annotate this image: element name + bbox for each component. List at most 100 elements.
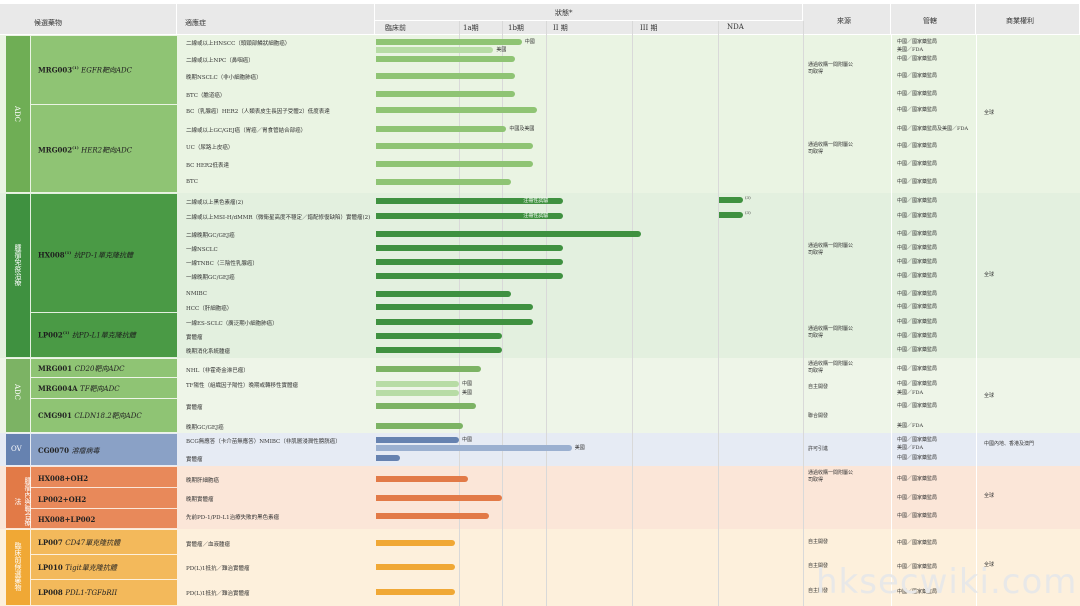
jurisdiction-label: 中國／國家藥監局 bbox=[897, 589, 938, 595]
source-lp002: 通過收購一間附屬公司取得 bbox=[808, 326, 854, 339]
category-adc-2: ADC bbox=[6, 359, 30, 432]
indication-label: 二線或以上GC/GEJ癌（胃癌／胃食管結合部癌） bbox=[186, 128, 307, 134]
phase-bar-label: 中國 bbox=[462, 381, 473, 387]
grid-1a bbox=[459, 21, 460, 606]
phase-preclinical: 臨床前 bbox=[385, 24, 406, 32]
nda-bar-1 bbox=[719, 197, 743, 203]
jurisdiction-label: 中國／國家藥監局 bbox=[897, 273, 938, 279]
drug-name-hx008: HX008(1) 抗PD-1單克隆抗體 bbox=[38, 250, 133, 260]
nda-bar-2 bbox=[719, 212, 743, 218]
phase-bar bbox=[376, 319, 533, 325]
band-adc2 bbox=[0, 358, 1080, 433]
category-combo: 腫瘤內與聯合療法 bbox=[6, 467, 32, 528]
phase-1a: 1a期 bbox=[463, 24, 479, 32]
indication-label: NMIBC bbox=[186, 291, 207, 297]
drug-cell-mrg002 bbox=[31, 105, 177, 192]
drug-cell-lp007 bbox=[31, 530, 177, 554]
phase-bar bbox=[376, 73, 516, 79]
phase-bar-label: 美國 bbox=[496, 47, 507, 53]
phase-bar bbox=[376, 445, 572, 451]
source-mrg004a: 自主開發 bbox=[808, 384, 829, 390]
phase-bar-label: 注冊性試驗 bbox=[523, 213, 549, 219]
jurisdiction-label: 中國／國家藥監局 bbox=[897, 161, 938, 167]
phase-bar bbox=[376, 390, 459, 396]
drug-name-lp002-oh2: LP002+OH2 bbox=[38, 495, 87, 504]
phase-bar bbox=[376, 198, 564, 204]
jurisdiction-label: 中國／國家藥監局 bbox=[897, 179, 938, 185]
phase-bar bbox=[376, 91, 516, 97]
drug-name-mrg002: MRG002(1) HER2靶向ADC bbox=[38, 145, 133, 155]
jurisdiction-label: 中國／國家藥監局 bbox=[897, 347, 938, 353]
grid-src bbox=[891, 35, 892, 606]
indication-label: 晚期GC/GEJ癌 bbox=[186, 425, 224, 431]
jurisdiction-label: 中國／國家藥監局 bbox=[897, 333, 938, 339]
phase-bar bbox=[376, 513, 490, 519]
band-combo bbox=[0, 466, 1080, 529]
phase-bar bbox=[376, 589, 455, 595]
source-mrg002: 通過收購一間附屬公司取得 bbox=[808, 142, 854, 155]
phase-bar bbox=[376, 56, 516, 62]
drug-cell-lp002 bbox=[31, 313, 177, 357]
drug-name-mrg003: MRG003(1) EGFR靶向ADC bbox=[38, 65, 133, 75]
rights-combo: 全球 bbox=[984, 493, 995, 499]
jurisdiction-label: 中國／國家藥監局 bbox=[897, 245, 938, 251]
phase-bar bbox=[376, 347, 502, 353]
jurisdiction-label: 中國／國家藥監局 bbox=[897, 291, 938, 297]
phase-bar bbox=[376, 126, 507, 132]
jurisdiction-label: 中國／國家藥監局 bbox=[897, 107, 938, 113]
indication-label: 實體瘤 bbox=[186, 335, 203, 341]
jurisdiction-label: 中國／國家藥監局 bbox=[897, 455, 938, 461]
phase-bar bbox=[376, 231, 641, 237]
source-lp007: 自主開發 bbox=[808, 539, 829, 545]
phase-bar-label: 中國 bbox=[462, 437, 473, 443]
indication-label: BC HER2低表達 bbox=[186, 163, 230, 169]
indication-label: 二線或以上NPC（鼻咽癌） bbox=[186, 58, 254, 64]
drug-cell-cmg901 bbox=[31, 399, 177, 432]
rights-ov: 中國內地、香港及澳門 bbox=[984, 441, 1035, 447]
phase-bar bbox=[376, 179, 511, 185]
indication-label: 一線ES-SCLC（廣泛期小細胞肺癌） bbox=[186, 321, 278, 327]
phase-bar bbox=[376, 213, 564, 219]
jurisdiction-label: 中國／國家藥監局 bbox=[897, 213, 938, 219]
drug-cell-mrg003 bbox=[31, 36, 177, 104]
band-prec bbox=[0, 529, 1080, 606]
indication-label: 一線晚期GC/GEJ癌 bbox=[186, 275, 235, 281]
category-immuno: 腫瘤免疫治療 bbox=[6, 194, 30, 357]
phase-bar bbox=[376, 39, 522, 45]
grid-juris bbox=[976, 35, 977, 606]
drug-cell-lp008 bbox=[31, 580, 177, 605]
phase-bar bbox=[376, 540, 455, 546]
drug-name-lp008: LP008 PDL1-TGFbRII bbox=[38, 588, 118, 597]
drug-name-lp010: LP010 Tigit單克隆抗體 bbox=[38, 563, 117, 572]
indication-label: 二線晚期GC/GEJ癌 bbox=[186, 233, 235, 239]
drug-cell-hx008-oh2 bbox=[31, 467, 177, 487]
indication-label: HCC（肝細胞癌） bbox=[186, 306, 233, 312]
source-combo: 通過收購一間附屬公司取得 bbox=[808, 470, 854, 483]
indication-label: 先前PD-1/PD-L1治療失敗的黑色素瘤 bbox=[186, 515, 280, 521]
jurisdiction-label: 中國／國家藥監局 bbox=[897, 381, 938, 387]
drug-cell-hx008 bbox=[31, 194, 177, 312]
header-candidate: 候選藥物 bbox=[0, 4, 177, 34]
category-ov: OV bbox=[6, 434, 30, 465]
nda-note-1: (3) bbox=[745, 195, 751, 200]
phase-bar bbox=[376, 259, 564, 265]
header-indication-label: 適應症 bbox=[185, 19, 206, 27]
phase-bar-label: 注冊性試驗 bbox=[523, 198, 549, 204]
jurisdiction-label: 中國／國家藥監局 bbox=[897, 366, 938, 372]
phase-nda: NDA bbox=[727, 23, 744, 31]
header-rights-label: 商業權利 bbox=[1006, 17, 1034, 25]
drug-cell-lp010 bbox=[31, 555, 177, 579]
indication-label: 實體瘤 bbox=[186, 457, 203, 463]
jurisdiction-label: 中國／國家藥監局及美國／FDA bbox=[897, 126, 969, 132]
indication-label: 二線或以上MSI-H/dMMR（微衛星高度不穩定／錯配修復缺陷）實體瘤(2) bbox=[186, 215, 371, 221]
rights-adc2: 全球 bbox=[984, 393, 995, 399]
drug-cell-cg0070 bbox=[31, 434, 177, 465]
indication-label: 一線TNBC（三陰性乳腺癌） bbox=[186, 261, 258, 267]
header-candidate-label: 候選藥物 bbox=[34, 19, 62, 27]
jurisdiction-label: 中國／國家藥監局 bbox=[897, 403, 938, 409]
source-cmg901: 聯合開發 bbox=[808, 413, 829, 419]
header-jurisdiction-label: 管轄 bbox=[923, 17, 937, 25]
drug-cell-lp002-oh2 bbox=[31, 488, 177, 508]
phase-bar bbox=[376, 291, 511, 297]
source-mrg001: 通過收購一間附屬公司取得 bbox=[808, 361, 854, 374]
